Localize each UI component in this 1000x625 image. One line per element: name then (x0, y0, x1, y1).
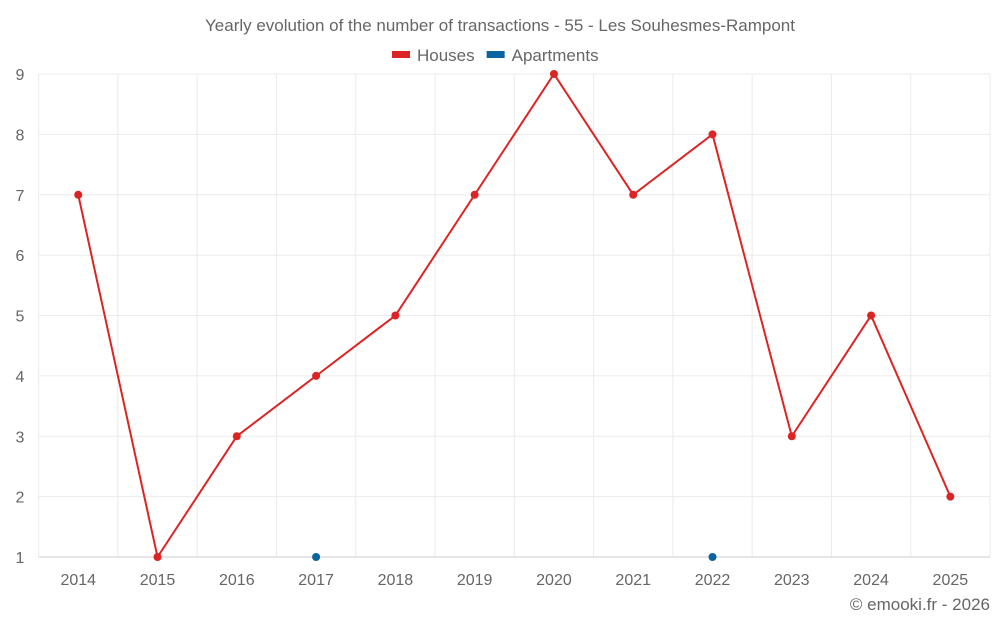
credit: © emooki.fr - 2026 (850, 595, 990, 614)
data-point-houses (312, 371, 321, 380)
legend: Houses Apartments (392, 46, 599, 65)
y-tick-label: 9 (16, 67, 25, 84)
legend-label-houses: Houses (417, 46, 475, 65)
legend-swatch-houses (392, 51, 410, 58)
x-tick-label: 2020 (536, 572, 572, 589)
data-point-houses (946, 492, 955, 501)
data-point-houses (153, 553, 162, 561)
y-tick-label: 5 (16, 309, 25, 326)
y-tick-label: 8 (16, 127, 25, 144)
data-point-houses (787, 432, 796, 441)
legend-label-apartments: Apartments (512, 46, 599, 65)
data-point-houses (549, 70, 558, 78)
y-tick-label: 4 (16, 369, 25, 386)
x-tick-label: 2017 (298, 572, 334, 589)
chart-title: Yearly evolution of the number of transa… (205, 16, 795, 35)
x-tick-label: 2025 (933, 572, 969, 589)
x-tick-label: 2018 (378, 572, 414, 589)
x-tick-label: 2024 (853, 572, 889, 589)
x-tick-label: 2019 (457, 572, 493, 589)
data-point-houses (470, 190, 479, 199)
data-point-houses (391, 311, 400, 320)
data-point-houses (708, 130, 717, 139)
data-point-houses (867, 311, 876, 320)
y-tick-label: 1 (16, 550, 25, 567)
data-point-houses (74, 190, 83, 199)
x-tick-label: 2016 (219, 572, 255, 589)
data-point-houses (232, 432, 241, 441)
legend-swatch-apartments (486, 51, 505, 58)
data-point-apartments (708, 553, 717, 561)
data-point-houses (629, 190, 638, 199)
x-tick-label: 2021 (615, 572, 651, 589)
y-tick-label: 3 (16, 429, 25, 446)
x-tick-label: 2015 (140, 572, 176, 589)
y-tick-label: 2 (16, 490, 25, 507)
x-tick-label: 2014 (60, 572, 96, 589)
series-line-houses (77, 72, 952, 560)
axes: 1 2 3 4 5 6 7 8 9 2014 2015 2016 2017 2018 2019 2020 202… (16, 67, 990, 589)
x-tick-label: 2023 (774, 572, 810, 589)
series (74, 70, 955, 561)
x-tick-label: 2022 (695, 572, 731, 589)
grid (38, 73, 991, 558)
data-point-apartments (312, 553, 321, 561)
y-tick-label: 7 (16, 188, 25, 205)
y-tick-label: 6 (16, 248, 25, 265)
